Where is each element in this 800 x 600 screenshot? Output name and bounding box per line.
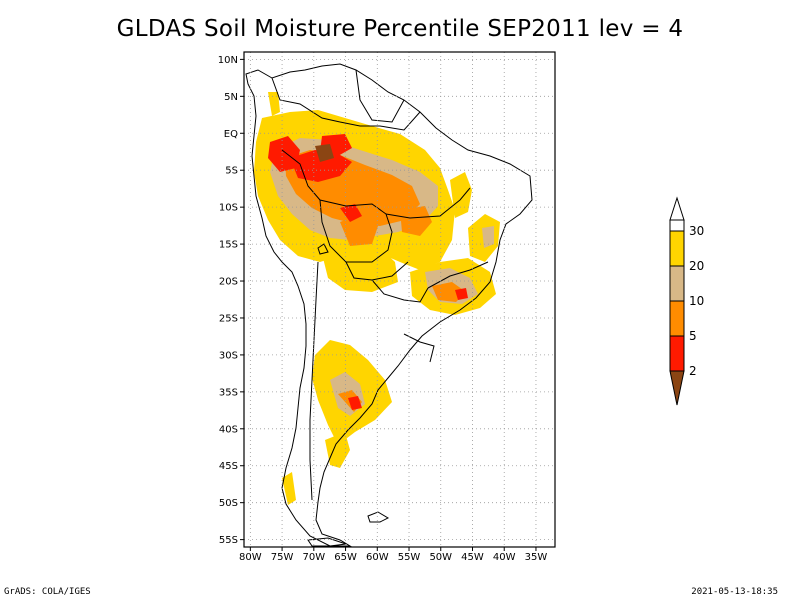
colorbar-bottom-arrow bbox=[669, 370, 685, 406]
coastline bbox=[245, 63, 533, 547]
shade-red-argentina bbox=[348, 396, 362, 410]
x-tick-label: 45W bbox=[461, 552, 484, 563]
colorbar-label-2: 2 bbox=[689, 364, 697, 378]
border-paraguay bbox=[371, 279, 429, 303]
y-tick-label: 35S bbox=[219, 387, 238, 398]
border-guianas bbox=[355, 69, 405, 123]
y-tick-label: 10S bbox=[219, 203, 238, 214]
colorbar-top-arrow bbox=[669, 196, 685, 221]
border-colombia-venezuela bbox=[271, 77, 341, 123]
colorbar-label-30: 30 bbox=[689, 224, 704, 238]
y-tick-label: 45S bbox=[219, 461, 238, 472]
y-tick-label: 15S bbox=[219, 240, 238, 251]
lake-titicaca bbox=[317, 243, 329, 255]
colorbar-swatch-top bbox=[669, 219, 685, 232]
x-tick-label: 75W bbox=[271, 552, 294, 563]
footer-timestamp: 2021-05-13-18:35 bbox=[691, 587, 778, 597]
x-axis-ticks: 80W 75W 70W 65W 60W 55W 50W 45W 40W 35W bbox=[239, 547, 547, 563]
y-tick-label: 20S bbox=[219, 277, 238, 288]
colorbar-swatch-5-10 bbox=[669, 300, 685, 337]
x-tick-label: 80W bbox=[239, 552, 262, 563]
y-tick-label: 55S bbox=[219, 535, 238, 546]
x-tick-label: 65W bbox=[334, 552, 357, 563]
border-brazil-south bbox=[427, 261, 489, 289]
border-uruguay bbox=[403, 333, 435, 363]
y-tick-label: 40S bbox=[219, 424, 238, 435]
colorbar-label-10: 10 bbox=[689, 294, 704, 308]
colorbar-label-5: 5 bbox=[689, 329, 697, 343]
shade-orange-central bbox=[340, 214, 378, 246]
border-bolivia bbox=[319, 199, 393, 263]
x-tick-label: 55W bbox=[398, 552, 421, 563]
border-chile-argentina bbox=[309, 261, 319, 501]
shade-yellow-chile-south bbox=[282, 472, 296, 505]
colorbar-label-20: 20 bbox=[689, 259, 704, 273]
shade-yellow-venezuela bbox=[268, 92, 280, 116]
y-tick-label: 30S bbox=[219, 350, 238, 361]
y-tick-label: 25S bbox=[219, 313, 238, 324]
colorbar-swatch-20-30 bbox=[669, 230, 685, 267]
shade-orange-mato bbox=[400, 206, 432, 236]
graticule bbox=[244, 52, 555, 547]
shade-tan-east bbox=[482, 226, 494, 248]
falklands bbox=[367, 511, 390, 523]
y-tick-label: 5N bbox=[224, 92, 238, 103]
shade-brown-amazon bbox=[315, 144, 334, 162]
colorbar-swatch-10-20 bbox=[669, 265, 685, 302]
colorbar-swatch-2-5 bbox=[669, 335, 685, 372]
percentile-shading bbox=[254, 92, 500, 505]
border-brazil-states bbox=[385, 187, 471, 219]
footer-credit: GrADS: COLA/IGES bbox=[4, 587, 91, 597]
map-title: GLDAS Soil Moisture Percentile SEP2011 l… bbox=[116, 16, 684, 42]
tierra-del-fuego bbox=[307, 537, 347, 547]
y-tick-label: 5S bbox=[225, 166, 238, 177]
plot-frame bbox=[243, 51, 556, 548]
x-tick-label: 50W bbox=[429, 552, 452, 563]
x-tick-label: 70W bbox=[303, 552, 326, 563]
shade-red-parana bbox=[455, 288, 468, 300]
x-tick-label: 60W bbox=[366, 552, 389, 563]
y-axis-ticks: 10N 5N EQ 5S 10S 15S 20S 25S 30S 35S 40S 45S 50S 55S bbox=[218, 55, 244, 546]
x-tick-label: 35W bbox=[525, 552, 548, 563]
shade-yellow-patagonia bbox=[325, 432, 350, 468]
shade-yellow-northeast bbox=[450, 172, 472, 218]
y-tick-label: 50S bbox=[219, 498, 238, 509]
south-america-outline bbox=[245, 63, 533, 547]
y-tick-label: EQ bbox=[224, 129, 238, 140]
colorbar: 30 20 10 5 2 bbox=[669, 196, 704, 406]
x-tick-label: 40W bbox=[493, 552, 516, 563]
y-tick-label: 10N bbox=[218, 55, 238, 66]
shade-red-central-amazon bbox=[290, 150, 352, 182]
